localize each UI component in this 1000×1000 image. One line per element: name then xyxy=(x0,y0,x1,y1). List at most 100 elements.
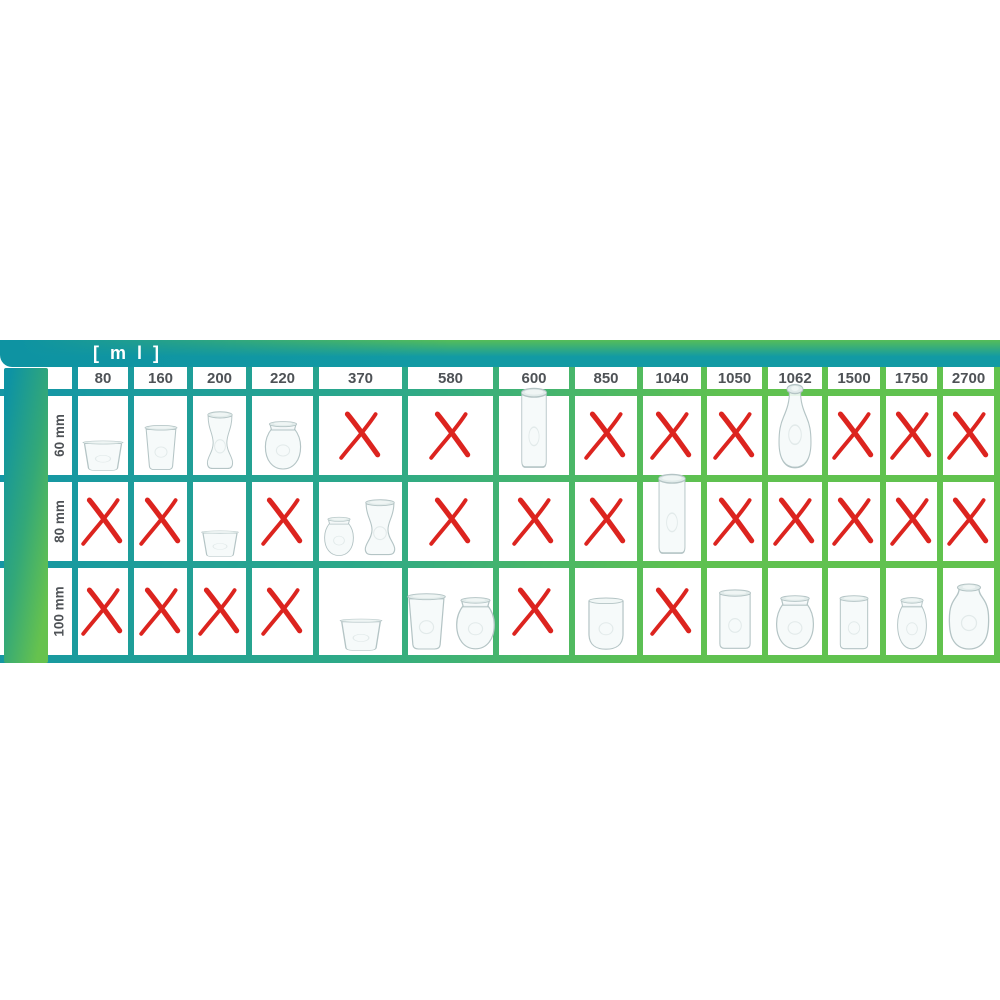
column-header-200: 200 xyxy=(193,367,246,389)
matrix-cell-80-mm-2700ml xyxy=(943,482,994,561)
red-x-icon xyxy=(260,587,302,636)
column-header-580: 580 xyxy=(408,367,493,389)
matrix-cell-100-mm-200ml xyxy=(193,568,246,655)
matrix-cell-100-mm-160ml xyxy=(134,568,187,655)
red-x-icon xyxy=(946,497,988,546)
column-header-370: 370 xyxy=(319,367,402,389)
red-x-icon xyxy=(81,497,123,546)
matrix-cell-80-mm-1062ml xyxy=(768,482,822,561)
red-x-icon xyxy=(650,411,692,460)
jar-mold-icon xyxy=(339,618,382,651)
matrix-cell-80-mm-220ml xyxy=(252,482,313,561)
column-header-1750: 1750 xyxy=(886,367,937,389)
red-x-icon xyxy=(428,411,470,460)
jar-tulipwide-icon xyxy=(948,583,989,650)
column-header-2700: 2700 xyxy=(943,367,994,389)
red-x-icon xyxy=(773,497,815,546)
red-x-icon xyxy=(584,411,626,460)
red-x-icon xyxy=(832,411,874,460)
red-x-icon xyxy=(946,411,988,460)
matrix-cell-100-mm-80ml xyxy=(78,568,128,655)
jar-tulip-icon xyxy=(323,516,354,556)
matrix-cell-100-mm-1750ml xyxy=(886,568,937,655)
red-x-icon xyxy=(138,497,180,546)
jar-tulip-icon xyxy=(264,421,301,470)
matrix-cell-100-mm-600ml xyxy=(499,568,569,655)
red-x-icon xyxy=(428,497,470,546)
red-x-icon xyxy=(512,587,554,636)
matrix-cell-80-mm-1040ml xyxy=(643,473,701,561)
red-x-icon xyxy=(889,411,931,460)
matrix-cell-100-mm-1062ml xyxy=(768,568,822,655)
matrix-cell-100-mm-220ml xyxy=(252,568,313,655)
matrix-cell-80-mm-80ml xyxy=(78,482,128,561)
jar-cyl-icon xyxy=(521,387,547,468)
jar-slim-icon xyxy=(364,499,395,556)
matrix-cell-60-mm-160ml xyxy=(134,396,187,475)
jar-slim-icon xyxy=(206,411,233,470)
jar-bottle-icon xyxy=(778,383,812,469)
jar-cyl-icon xyxy=(839,595,869,650)
matrix-cell-100-mm-1040ml xyxy=(643,568,701,655)
red-x-icon xyxy=(512,497,554,546)
header-gradient-bar: [ m l ] xyxy=(0,340,1000,367)
matrix-cell-80-mm-600ml xyxy=(499,482,569,561)
red-x-icon xyxy=(81,587,123,636)
unit-label: [ m l ] xyxy=(93,343,162,363)
red-x-icon xyxy=(197,587,239,636)
matrix-cell-80-mm-850ml xyxy=(575,482,637,561)
matrix-cell-80-mm-1500ml xyxy=(828,482,880,561)
matrix-cell-80-mm-1050ml xyxy=(707,482,762,561)
red-x-icon xyxy=(584,497,626,546)
matrix-cell-60-mm-1750ml xyxy=(886,396,937,475)
red-x-icon xyxy=(889,497,931,546)
matrix-cell-60-mm-600ml xyxy=(499,387,569,475)
matrix-cell-80-mm-580ml xyxy=(408,482,493,561)
column-header-220: 220 xyxy=(252,367,313,389)
jar-mold-icon xyxy=(200,530,239,557)
jar-tulip-icon xyxy=(455,597,495,650)
column-header-1050: 1050 xyxy=(707,367,762,389)
matrix-cell-60-mm-1062ml xyxy=(768,383,822,475)
column-header-160: 160 xyxy=(134,367,187,389)
matrix-cell-60-mm-2700ml xyxy=(943,396,994,475)
jar-mold-icon xyxy=(406,593,446,650)
matrix-cell-100-mm-580ml xyxy=(406,568,495,655)
side-gradient-bar xyxy=(4,368,48,663)
red-x-icon xyxy=(260,497,302,546)
matrix-cell-100-mm-1050ml xyxy=(707,568,762,655)
matrix-cell-60-mm-1500ml xyxy=(828,396,880,475)
compatibility-matrix: 80 160 200 220 370 580 600 850 1040 1050 1062 1500 1… xyxy=(0,367,1000,663)
column-header-1062: 1062 xyxy=(768,367,822,389)
jar-mold-icon xyxy=(82,440,124,471)
matrix-cell-80-mm-160ml xyxy=(134,482,187,561)
matrix-cell-60-mm-850ml xyxy=(575,396,637,475)
matrix-cell-60-mm-1050ml xyxy=(707,396,762,475)
column-header-850: 850 xyxy=(575,367,637,389)
column-header-600: 600 xyxy=(499,367,569,389)
matrix-cell-60-mm-580ml xyxy=(408,396,493,475)
red-x-icon xyxy=(650,587,692,636)
matrix-cell-60-mm-80ml xyxy=(78,396,128,475)
matrix-cell-80-mm-1750ml xyxy=(886,482,937,561)
matrix-cell-60-mm-370ml xyxy=(319,396,402,475)
matrix-cell-80-mm-200ml xyxy=(193,482,246,561)
column-header-1500: 1500 xyxy=(828,367,880,389)
red-x-icon xyxy=(138,587,180,636)
matrix-cell-60-mm-220ml xyxy=(252,396,313,475)
matrix-cell-80-mm-370ml xyxy=(319,482,402,561)
matrix-cell-60-mm-1040ml xyxy=(643,396,701,475)
red-x-icon xyxy=(832,497,874,546)
matrix-cell-60-mm-200ml xyxy=(193,396,246,475)
jar-cyl-icon xyxy=(718,589,751,649)
red-x-icon xyxy=(338,411,380,460)
matrix-cell-100-mm-1500ml xyxy=(828,568,880,655)
jar-mold-icon xyxy=(144,424,177,471)
matrix-cell-100-mm-370ml xyxy=(319,568,402,655)
matrix-cell-100-mm-850ml xyxy=(575,568,637,655)
column-header-1040: 1040 xyxy=(643,367,701,389)
matrix-cell-100-mm-2700ml xyxy=(943,568,994,655)
jar-tulip-icon xyxy=(896,597,927,650)
jar-tumbler-icon xyxy=(588,597,624,650)
